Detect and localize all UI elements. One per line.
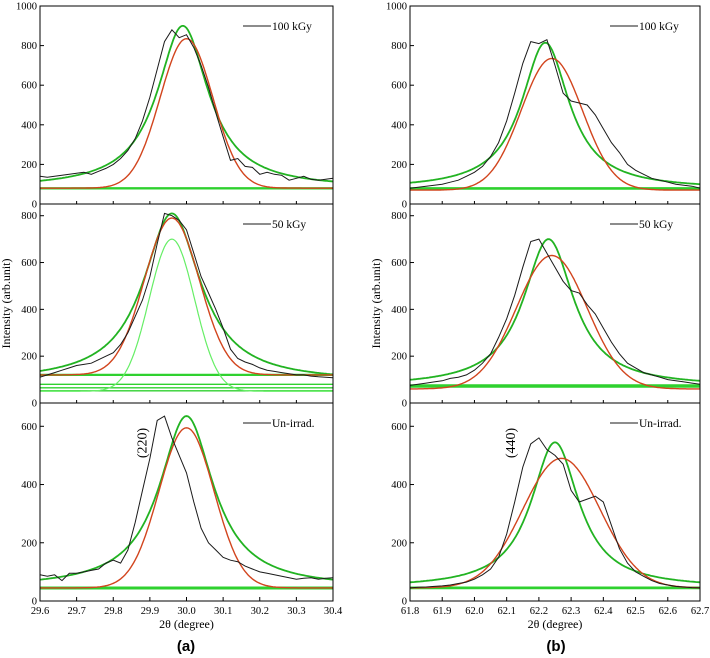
- gaussian-fit-curve: [410, 457, 700, 589]
- panel-1-2: 0 200 400 600 Un-irrad. 61.8 61.9 62.0 62.1 62.2 6…: [391, 402, 709, 617]
- x-tick-label: 30.3: [287, 606, 305, 617]
- experimental-data-line: [410, 238, 700, 386]
- panel-0-0: 0 200 400 600 800 1000 100 kGy: [16, 2, 334, 211]
- y-tick-label: 0: [32, 597, 37, 608]
- y-tick-label: 400: [21, 480, 37, 491]
- y-tick-label: 1000: [386, 2, 407, 13]
- y-tick-label: 200: [391, 538, 407, 549]
- component-fit-curve: [40, 238, 333, 392]
- y-tick-label: 200: [21, 160, 37, 171]
- plot-area: [40, 415, 333, 590]
- experimental-data-line: [40, 28, 333, 181]
- panel-frame: [409, 5, 701, 205]
- y-tick-label: 800: [391, 211, 407, 222]
- plot-area: [40, 212, 333, 392]
- gaussian-fit-curve: [410, 254, 700, 390]
- y-tick-label: 200: [391, 160, 407, 171]
- panel-frame: [409, 402, 701, 602]
- y-axis-label: Intensity (arb.unit): [369, 259, 383, 349]
- y-tick-label: 600: [391, 258, 407, 269]
- panel-0-2: 0 200 400 600 Un-irrad. 29.6 29.7 29.8 29.9 30.0 3…: [21, 402, 343, 617]
- lorentzian-fit-curve: [410, 238, 700, 382]
- y-tick-label: 800: [21, 41, 37, 52]
- panel-1-0: 0 200 400 600 800 1000 100 kGy: [386, 2, 701, 211]
- legend-label: 50 kGy: [272, 219, 306, 231]
- y-tick-label: 600: [21, 422, 37, 433]
- x-tick-label: 29.6: [31, 606, 49, 617]
- y-tick-label: 0: [32, 200, 37, 211]
- x-tick-label: 62.4: [594, 606, 613, 617]
- y-tick-label: 400: [21, 120, 37, 131]
- legend-label: Un-irrad.: [639, 418, 682, 430]
- panel-frame: [39, 203, 334, 404]
- plot-area: [40, 25, 333, 190]
- peak-index-label: (220): [136, 428, 151, 459]
- experimental-data-line: [40, 212, 333, 379]
- x-tick-label: 62.3: [562, 606, 580, 617]
- y-tick-label: 800: [21, 211, 37, 222]
- x-tick-label: 29.9: [141, 606, 159, 617]
- panel-0-1: 0 200 400 600 800 50 kGy: [21, 203, 334, 410]
- y-tick-label: 400: [391, 305, 407, 316]
- y-tick-label: 600: [391, 422, 407, 433]
- legend-label: 100 kGy: [272, 21, 312, 33]
- peak-index-label: (440): [504, 428, 519, 459]
- legend-label: Un-irrad.: [272, 418, 315, 430]
- panel-letter-label: (a): [177, 638, 195, 655]
- y-tick-label: 400: [21, 305, 37, 316]
- lorentzian-fit-curve: [410, 41, 700, 186]
- lorentzian-fit-curve: [410, 441, 700, 584]
- y-tick-label: 1000: [16, 2, 37, 13]
- x-tick-label: 62.1: [497, 606, 515, 617]
- panel-letter-label: (b): [546, 638, 565, 655]
- y-tick-label: 0: [402, 200, 407, 211]
- y-tick-label: 600: [391, 81, 407, 92]
- column-b: 0 200 400 600 800 1000 100 kGy 0 200 400 600 800 50 …: [369, 2, 709, 656]
- lorentzian-fit-curve: [40, 415, 333, 581]
- x-tick-label: 30.1: [214, 606, 232, 617]
- x-tick-label: 61.9: [433, 606, 451, 617]
- y-axis-label: Intensity (arb.unit): [0, 259, 13, 349]
- plot-area: [410, 437, 700, 590]
- x-tick-label: 30.0: [177, 606, 195, 617]
- y-tick-label: 400: [391, 480, 407, 491]
- x-tick-label: 62.6: [659, 606, 677, 617]
- column-a: 0 200 400 600 800 1000 100 kGy 0 200 400 600 800 50 …: [0, 2, 343, 656]
- gaussian-fit-curve: [40, 37, 333, 189]
- legend-label: 100 kGy: [639, 21, 679, 33]
- y-tick-label: 0: [32, 399, 37, 410]
- gaussian-fit-curve: [410, 57, 700, 191]
- y-tick-label: 600: [21, 258, 37, 269]
- panel-1-1: 0 200 400 600 800 50 kGy: [391, 203, 701, 410]
- x-axis-label: 2θ (degree): [528, 617, 583, 631]
- y-tick-label: 0: [402, 399, 407, 410]
- y-tick-label: 200: [21, 538, 37, 549]
- y-tick-label: 400: [391, 120, 407, 131]
- experimental-data-line: [40, 415, 333, 582]
- x-tick-label: 62.7: [691, 606, 709, 617]
- y-tick-label: 600: [21, 81, 37, 92]
- y-tick-label: 800: [391, 41, 407, 52]
- plot-area: [410, 38, 700, 191]
- legend-label: 50 kGy: [639, 219, 673, 231]
- gaussian-fit-curve: [40, 217, 333, 376]
- x-tick-label: 61.8: [401, 606, 419, 617]
- x-tick-label: 29.7: [67, 606, 85, 617]
- x-tick-label: 62.2: [530, 606, 548, 617]
- gaussian-fit-curve: [40, 427, 333, 589]
- y-tick-label: 0: [402, 597, 407, 608]
- x-tick-label: 30.4: [324, 606, 343, 617]
- x-tick-label: 62.0: [465, 606, 483, 617]
- plot-area: [410, 238, 700, 390]
- y-tick-label: 200: [21, 352, 37, 363]
- experimental-data-line: [410, 38, 700, 189]
- y-tick-label: 200: [391, 352, 407, 363]
- x-tick-label: 29.8: [104, 606, 122, 617]
- x-axis-label: 2θ (degree): [159, 617, 214, 631]
- x-tick-label: 30.2: [251, 606, 269, 617]
- x-tick-label: 62.5: [626, 606, 644, 617]
- experimental-data-line: [410, 437, 700, 589]
- lorentzian-fit-curve: [40, 25, 333, 183]
